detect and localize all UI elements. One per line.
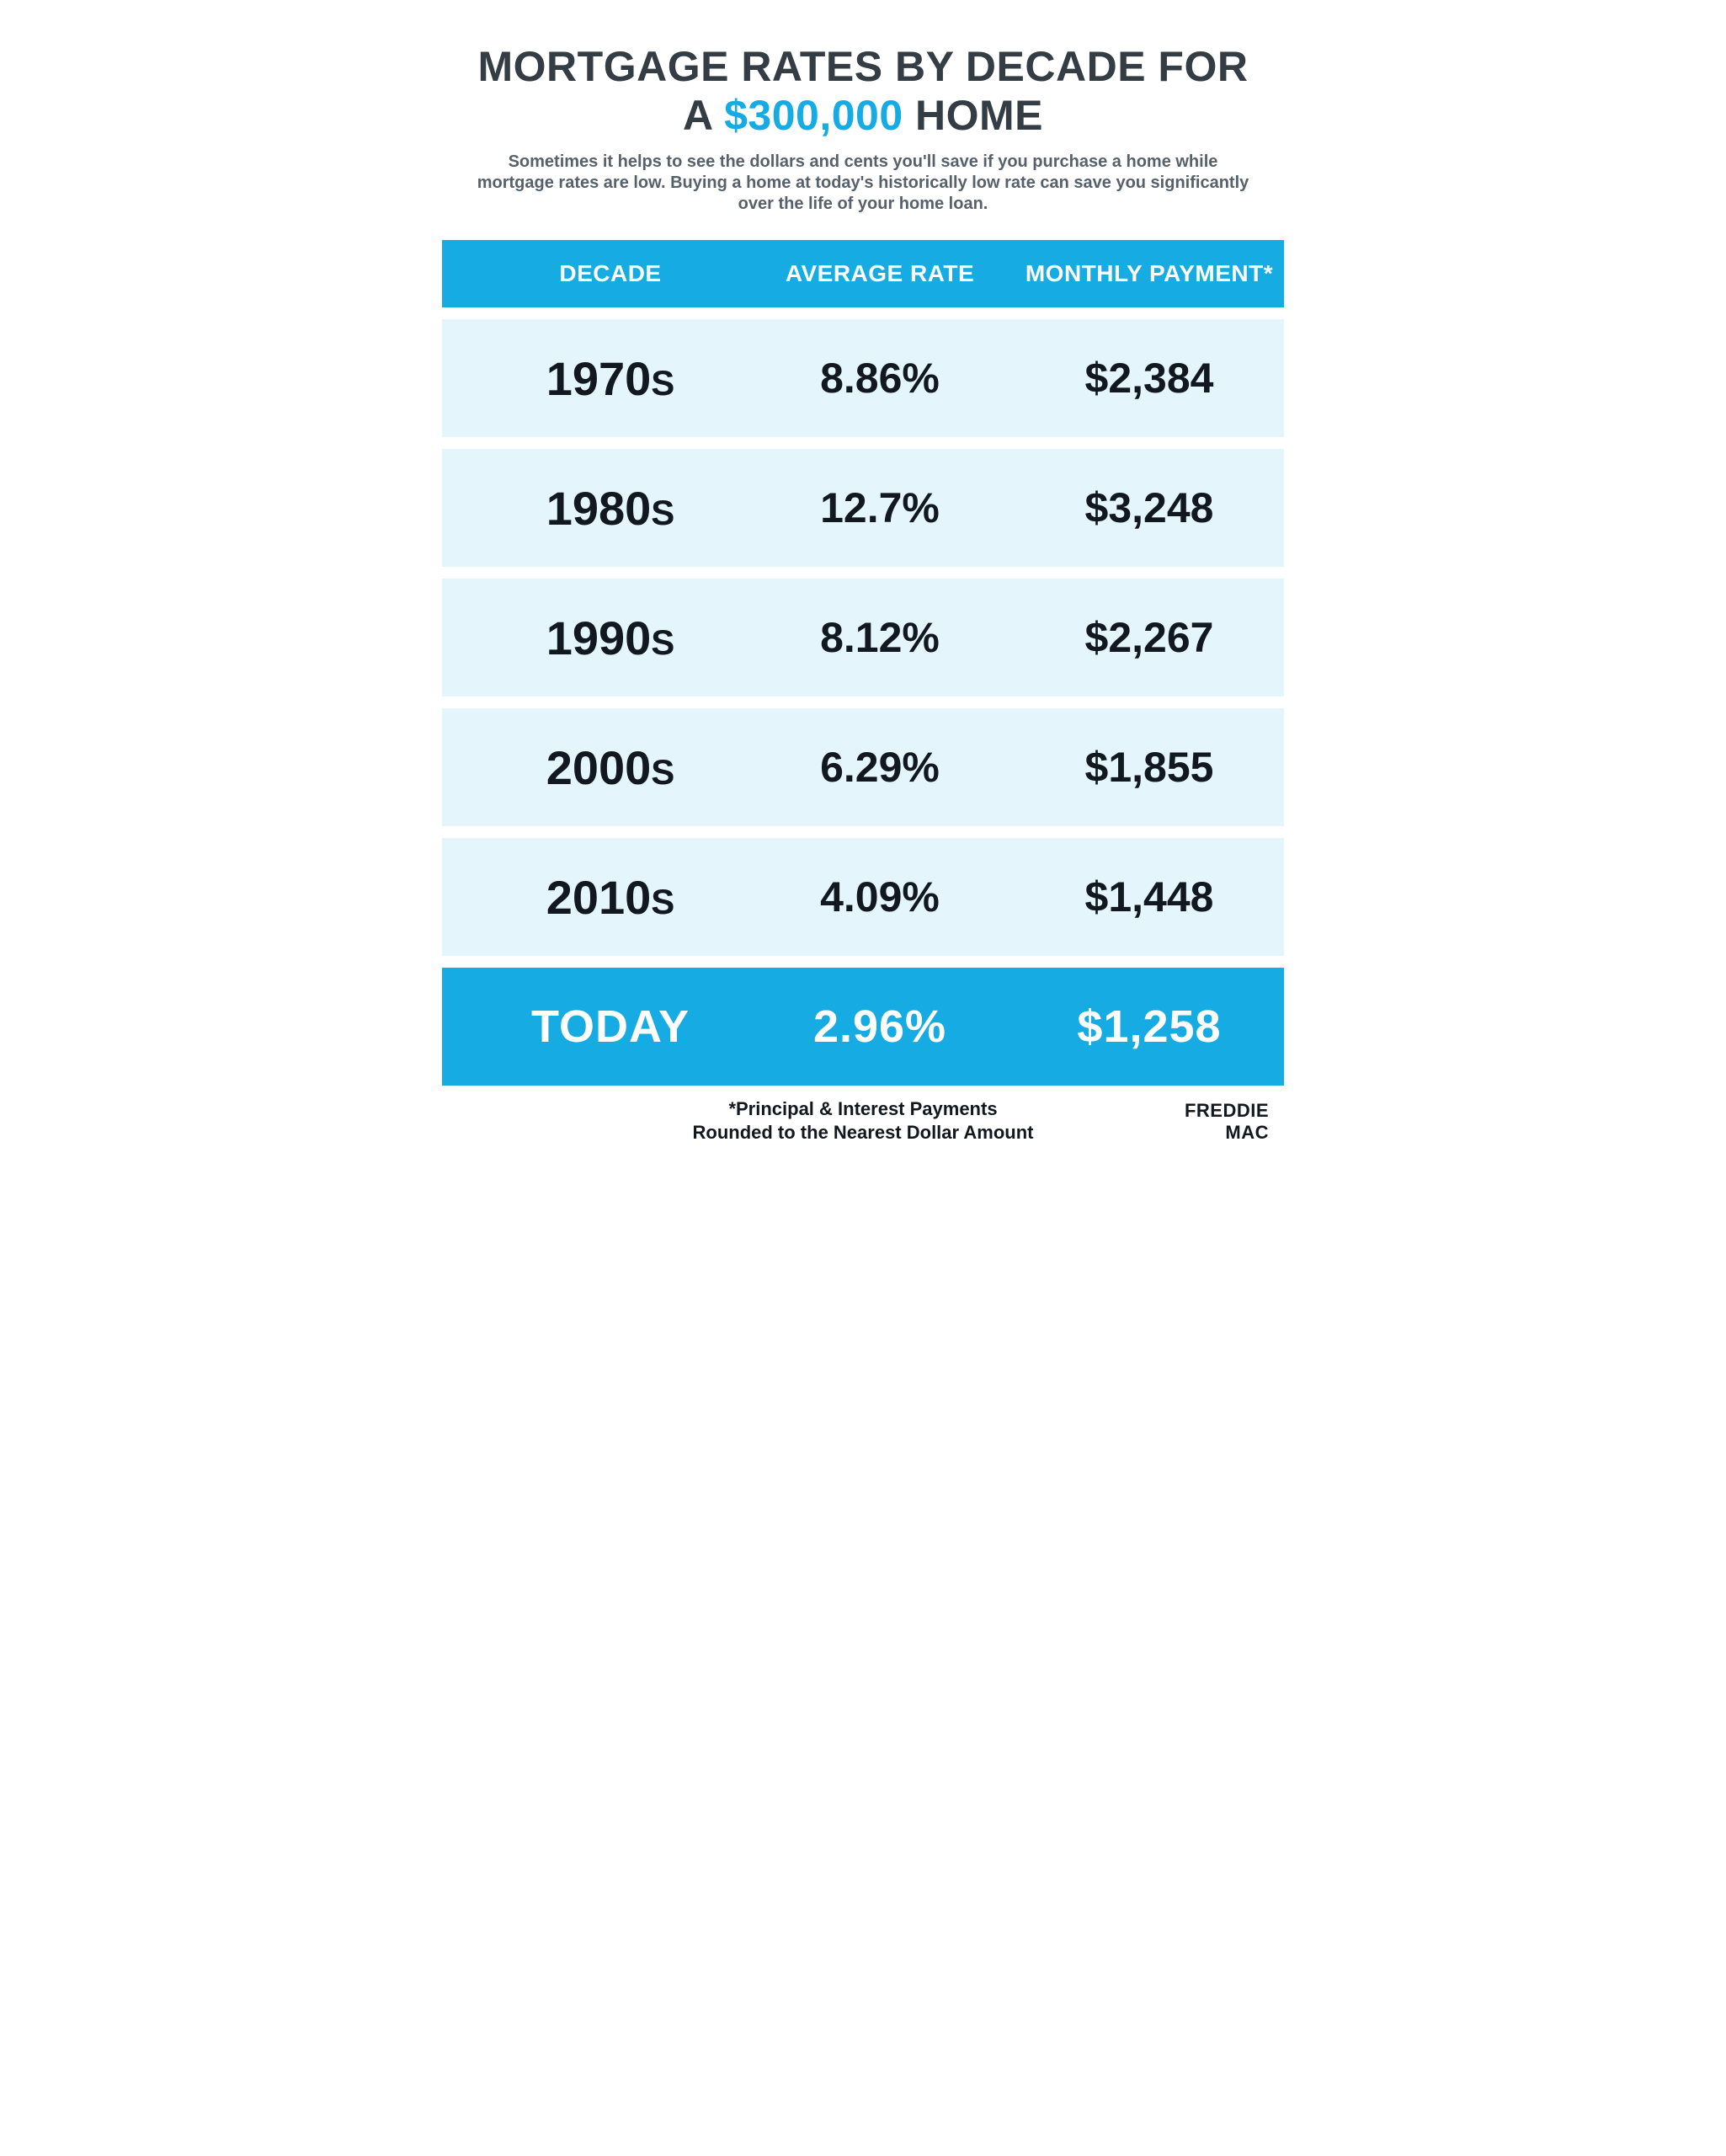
footer: *Principal & Interest PaymentsRounded to…: [442, 1086, 1284, 1144]
col-header-decade: DECADE: [442, 260, 745, 287]
cell-payment: $2,267: [1015, 613, 1284, 662]
table-row-today: TODAY 2.96% $1,258: [442, 968, 1284, 1086]
source-label: FREDDIE MAC: [1151, 1100, 1269, 1144]
cell-payment: $3,248: [1015, 483, 1284, 532]
cell-rate: 8.12%: [745, 613, 1015, 662]
decade-suffix: S: [651, 363, 674, 403]
page-title: MORTGAGE RATES BY DECADE FOR A $300,000 …: [476, 42, 1250, 140]
col-header-payment: MONTHLY PAYMENT*: [1015, 260, 1284, 287]
title-block: MORTGAGE RATES BY DECADE FOR A $300,000 …: [442, 34, 1284, 240]
cell-decade: 1990S: [442, 611, 745, 665]
decade-number: 1990: [546, 611, 652, 664]
decade-number: 2010: [546, 871, 652, 924]
cell-decade: 2000S: [442, 740, 745, 795]
cell-decade: 1980S: [442, 481, 745, 536]
cell-rate: 4.09%: [745, 873, 1015, 921]
cell-today-label: TODAY: [442, 1001, 745, 1053]
cell-decade: 1970S: [442, 351, 745, 406]
table-header-row: DECADE AVERAGE RATE MONTHLY PAYMENT*: [442, 240, 1284, 307]
cell-rate: 6.29%: [745, 743, 1015, 792]
title-accent: $300,000: [724, 92, 903, 139]
rates-table: DECADE AVERAGE RATE MONTHLY PAYMENT* 197…: [442, 240, 1284, 1086]
cell-rate: 8.86%: [745, 354, 1015, 403]
decade-suffix: S: [651, 882, 674, 921]
decade-number: 1970: [546, 352, 652, 405]
cell-today-rate: 2.96%: [745, 1001, 1015, 1053]
title-post: HOME: [903, 92, 1043, 139]
cell-today-payment: $1,258: [1015, 1001, 1284, 1053]
cell-payment: $1,855: [1015, 743, 1284, 792]
table-row: 2000S 6.29% $1,855: [442, 708, 1284, 826]
cell-decade: 2010S: [442, 870, 745, 925]
decade-suffix: S: [651, 752, 674, 792]
cell-payment: $2,384: [1015, 354, 1284, 403]
table-row: 1980S 12.7% $3,248: [442, 449, 1284, 567]
decade-suffix: S: [651, 493, 674, 532]
cell-payment: $1,448: [1015, 873, 1284, 921]
table-row: 2010S 4.09% $1,448: [442, 838, 1284, 956]
subtitle: Sometimes it helps to see the dollars an…: [476, 152, 1250, 215]
footnote-text: *Principal & Interest PaymentsRounded to…: [575, 1097, 1151, 1144]
decade-number: 1980: [546, 482, 652, 535]
table-row: 1990S 8.12% $2,267: [442, 579, 1284, 696]
table-row: 1970S 8.86% $2,384: [442, 319, 1284, 437]
col-header-rate: AVERAGE RATE: [745, 260, 1015, 287]
cell-rate: 12.7%: [745, 483, 1015, 532]
decade-suffix: S: [651, 622, 674, 662]
decade-number: 2000: [546, 741, 652, 794]
